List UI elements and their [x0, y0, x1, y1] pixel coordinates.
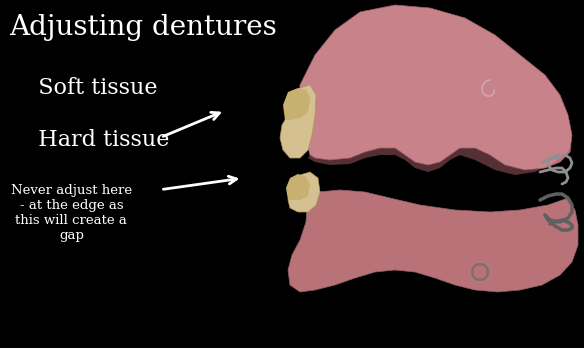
Text: Adjusting dentures: Adjusting dentures — [9, 14, 276, 41]
Polygon shape — [288, 172, 320, 212]
Text: Never adjust here
- at the edge as
this will create a
gap: Never adjust here - at the edge as this … — [11, 184, 132, 243]
Polygon shape — [283, 88, 310, 120]
Polygon shape — [298, 5, 572, 170]
Polygon shape — [286, 174, 310, 200]
Polygon shape — [288, 190, 578, 292]
Polygon shape — [280, 85, 316, 158]
Text: Soft tissue: Soft tissue — [24, 77, 157, 98]
Polygon shape — [308, 145, 572, 175]
Text: Hard tissue: Hard tissue — [24, 129, 169, 151]
